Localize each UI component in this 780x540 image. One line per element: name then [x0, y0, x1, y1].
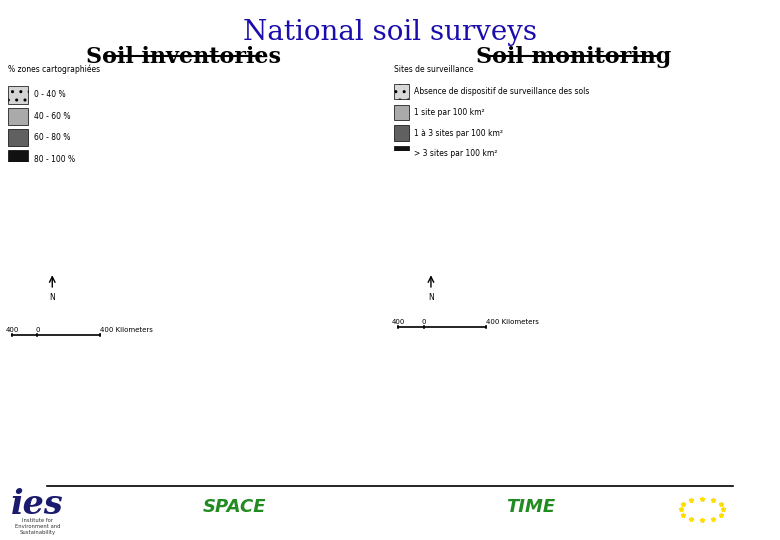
- Text: TIME: TIME: [506, 497, 555, 516]
- Bar: [8, 107, 28, 125]
- Text: 1 à 3 sites par 100 km²: 1 à 3 sites par 100 km²: [414, 129, 503, 138]
- Text: 0: 0: [421, 319, 426, 325]
- Text: 1 site par 100 km²: 1 site par 100 km²: [414, 108, 485, 117]
- Text: 400 Kilometers: 400 Kilometers: [101, 327, 153, 333]
- Text: % zones cartographiées: % zones cartographiées: [8, 65, 100, 75]
- Text: 0: 0: [35, 327, 40, 333]
- Text: Institute for
Environment and
Sustainability: Institute for Environment and Sustainabi…: [15, 518, 60, 535]
- Bar: [394, 84, 409, 99]
- Text: > 3 sites par 100 km²: > 3 sites par 100 km²: [414, 149, 498, 158]
- Text: Absence de dispositif de surveillance des sols: Absence de dispositif de surveillance de…: [414, 87, 590, 96]
- Text: SPACE: SPACE: [202, 497, 266, 516]
- Text: N: N: [428, 293, 434, 302]
- Text: EUROPEAN COMMISSION: EUROPEAN COMMISSION: [679, 527, 748, 532]
- Text: ies: ies: [11, 488, 64, 522]
- Text: RESEARCH: RESEARCH: [732, 508, 773, 514]
- Bar: [394, 146, 409, 161]
- Text: 40 - 60 %: 40 - 60 %: [34, 112, 71, 121]
- Text: 60 - 80 %: 60 - 80 %: [34, 133, 71, 142]
- Text: 80 - 100 %: 80 - 100 %: [34, 154, 76, 164]
- Bar: [394, 125, 409, 141]
- Text: 400: 400: [5, 327, 19, 333]
- Text: Sites de surveillance: Sites de surveillance: [394, 65, 473, 74]
- Text: 0 - 40 %: 0 - 40 %: [34, 90, 66, 99]
- Text: N: N: [49, 293, 55, 302]
- Text: National soil surveys: National soil surveys: [243, 19, 537, 46]
- Bar: [8, 129, 28, 146]
- Bar: [394, 105, 409, 120]
- Bar: [8, 150, 28, 168]
- Text: 400: 400: [392, 319, 405, 325]
- Text: JOINT: JOINT: [732, 496, 753, 502]
- Text: CENTRE: CENTRE: [732, 520, 762, 526]
- Text: Soil inventories: Soil inventories: [86, 46, 281, 68]
- Bar: [8, 86, 28, 104]
- Text: 400 Kilometers: 400 Kilometers: [487, 319, 539, 325]
- Text: Soil monitoring: Soil monitoring: [476, 46, 671, 68]
